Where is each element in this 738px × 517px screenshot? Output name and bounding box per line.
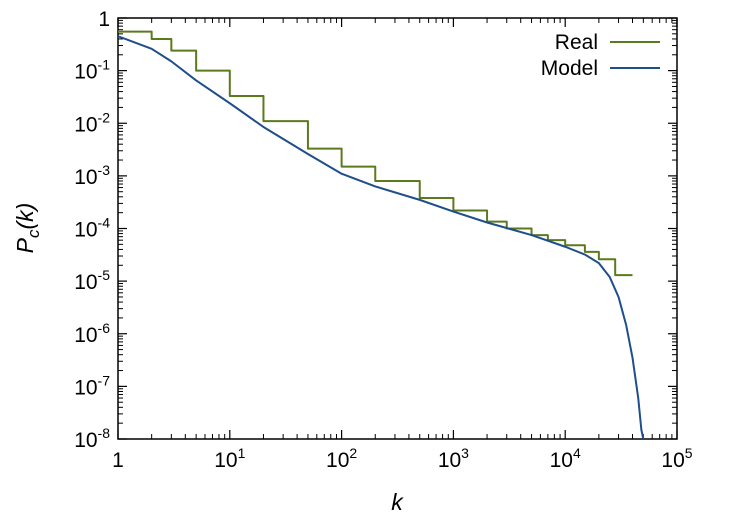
y-tick-label: 10-8 [74,425,110,452]
y-tick-label: 1 [98,8,110,31]
legend: Real Model [541,31,660,80]
axis-ticks [117,17,678,440]
y-tick-label: 10-7 [74,372,110,399]
y-tick-labels: 1 10-1 10-2 10-3 10-4 10-5 10-6 10-7 10-8 [74,8,110,452]
x-axis-label: k [391,489,404,515]
x-tick-label: 1 [112,449,124,472]
y-tick-label: 10-3 [74,162,110,189]
y-tick-label: 10-4 [74,215,110,242]
y-tick-label: 10-5 [74,267,110,294]
series-line-model [117,35,645,440]
y-axis-label: Pc(k) [12,203,43,254]
y-tick-label: 10-1 [74,57,110,84]
y-tick-label: 10-2 [74,109,110,136]
x-tick-labels: 1 101 102 103 104 105 [112,445,693,472]
series-lines [117,30,645,440]
x-tick-label: 102 [326,445,357,472]
legend-label-model: Model [541,57,598,80]
y-tick-label: 10-6 [74,320,110,347]
series-line-real [118,30,633,277]
plot-frame [117,17,678,440]
legend-label-real: Real [555,31,598,54]
x-tick-label: 103 [438,445,469,472]
x-tick-label: 104 [550,445,581,472]
x-tick-label: 101 [214,445,245,472]
x-tick-label: 105 [661,445,692,472]
